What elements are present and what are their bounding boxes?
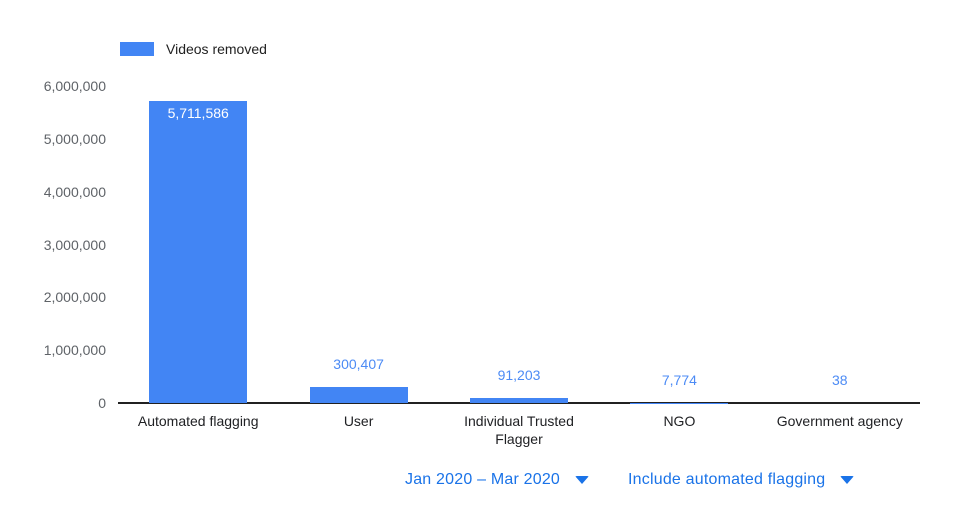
chart-controls: Jan 2020 – Mar 2020 Include automated fl…: [405, 471, 855, 489]
x-axis-label: Automated flagging: [137, 413, 259, 429]
flagging-filter-label: Include automated flagging: [628, 471, 826, 488]
x-axis-label: Individual Trusted Flagger: [464, 413, 574, 447]
legend: Videos removed: [120, 41, 267, 57]
bar[interactable]: [470, 398, 568, 403]
y-axis-tick-label: 3,000,000: [43, 236, 106, 253]
flagging-filter-dropdown[interactable]: Include automated flagging: [628, 471, 855, 489]
x-axis-label: NGO: [663, 413, 696, 429]
dropdown-arrow-icon: [575, 476, 590, 484]
date-range-dropdown[interactable]: Jan 2020 – Mar 2020: [405, 471, 590, 489]
bar-value-label: 7,774: [661, 371, 697, 388]
y-axis-tick-label: 5,000,000: [43, 130, 106, 147]
x-axis-label: Government agency: [776, 413, 903, 429]
y-axis-tick-label: 6,000,000: [43, 78, 106, 94]
x-axis-line: [118, 402, 920, 404]
y-axis-tick-label: 1,000,000: [43, 342, 106, 359]
y-axis-tick-label: 2,000,000: [43, 289, 106, 306]
bar-value-label: 300,407: [333, 356, 384, 373]
dropdown-arrow-icon: [840, 476, 855, 484]
date-range-label: Jan 2020 – Mar 2020: [405, 471, 561, 488]
bar-value-label: 5,711,586: [167, 105, 229, 122]
legend-label: Videos removed: [166, 41, 267, 57]
y-axis-tick-label: 4,000,000: [43, 183, 106, 200]
y-axis-tick-label: 0: [98, 395, 106, 411]
legend-swatch-icon: [120, 42, 154, 56]
x-axis-label: User: [343, 413, 374, 429]
bar[interactable]: [309, 387, 408, 403]
bar-value-label: 91,203: [497, 367, 541, 384]
bar-value-label: 38: [832, 371, 848, 388]
bar[interactable]: [149, 101, 248, 403]
